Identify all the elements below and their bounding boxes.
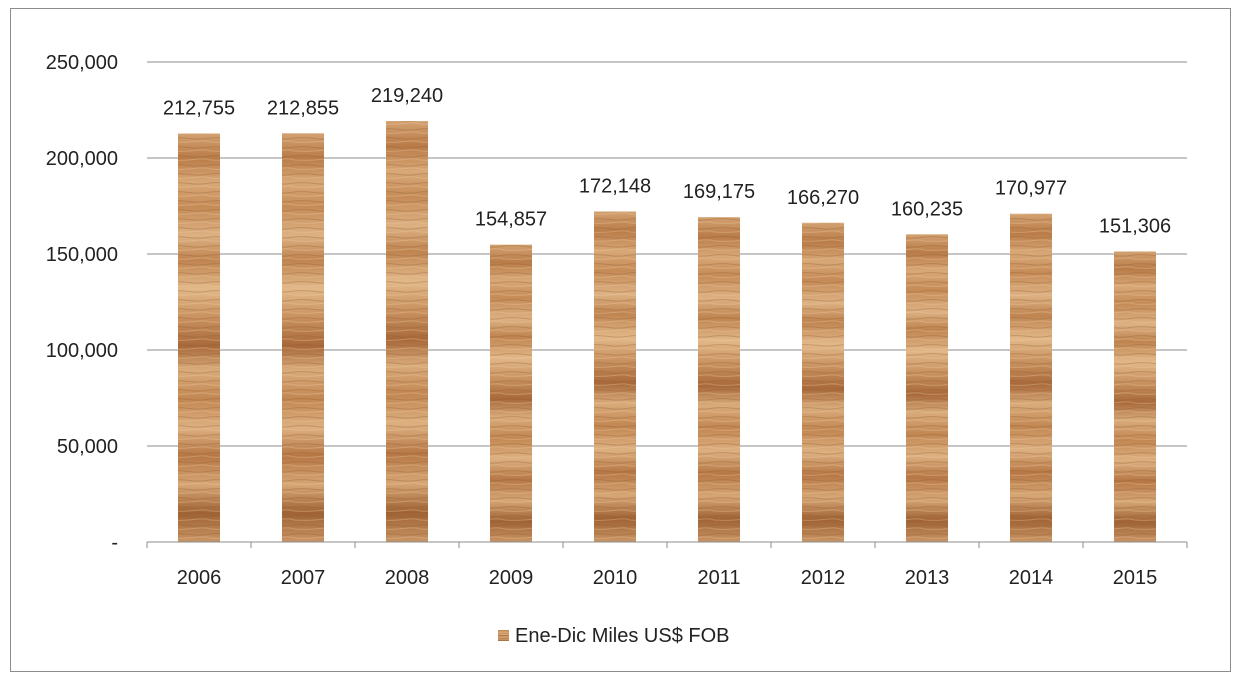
x-tick-label: 2007 xyxy=(281,567,326,589)
data-label-2014: 170,977 xyxy=(995,178,1067,200)
data-label-2008: 219,240 xyxy=(371,85,443,107)
y-tick-label: 50,000 xyxy=(57,436,118,458)
legend-label: Ene-Dic Miles US$ FOB xyxy=(515,625,730,647)
legend: Ene-Dic Miles US$ FOB xyxy=(498,625,730,647)
data-label-2012: 166,270 xyxy=(787,187,859,209)
data-label-2006: 212,755 xyxy=(163,98,235,120)
x-tick-label: 2015 xyxy=(1113,567,1158,589)
x-tick-label: 2014 xyxy=(1009,567,1054,589)
bar-grain-2012 xyxy=(802,222,844,542)
data-label-2009: 154,857 xyxy=(475,209,547,231)
y-tick-label: 250,000 xyxy=(46,52,118,74)
y-tick-label: 100,000 xyxy=(46,340,118,362)
bar-grain-2006 xyxy=(178,133,220,542)
x-tick-label: 2009 xyxy=(489,567,534,589)
x-tick-label: 2008 xyxy=(385,567,430,589)
bar-grain-2009 xyxy=(490,244,532,542)
x-tick-label: 2013 xyxy=(905,567,950,589)
x-tick-label: 2012 xyxy=(801,567,846,589)
bar-grain-2015 xyxy=(1114,251,1156,542)
y-tick-label: 150,000 xyxy=(46,244,118,266)
bar-grain-2014 xyxy=(1010,213,1052,542)
bar-grain-2011 xyxy=(698,217,740,542)
bar-grain-2008 xyxy=(386,121,428,542)
y-tick-label: - xyxy=(111,532,118,554)
x-tick-label: 2006 xyxy=(177,567,222,589)
data-label-2010: 172,148 xyxy=(579,175,651,197)
data-label-2007: 212,855 xyxy=(267,97,339,119)
bar-grain-2007 xyxy=(282,133,324,542)
data-label-2013: 160,235 xyxy=(891,198,963,220)
y-tick-label: 200,000 xyxy=(46,148,118,170)
x-tick-label: 2010 xyxy=(593,567,638,589)
data-label-2015: 151,306 xyxy=(1099,215,1171,237)
bar-grain-2010 xyxy=(594,211,636,543)
x-tick-label: 2011 xyxy=(697,567,740,589)
data-label-2011: 169,175 xyxy=(683,181,755,203)
legend-swatch xyxy=(498,630,509,641)
bar-grain-2013 xyxy=(906,234,948,542)
